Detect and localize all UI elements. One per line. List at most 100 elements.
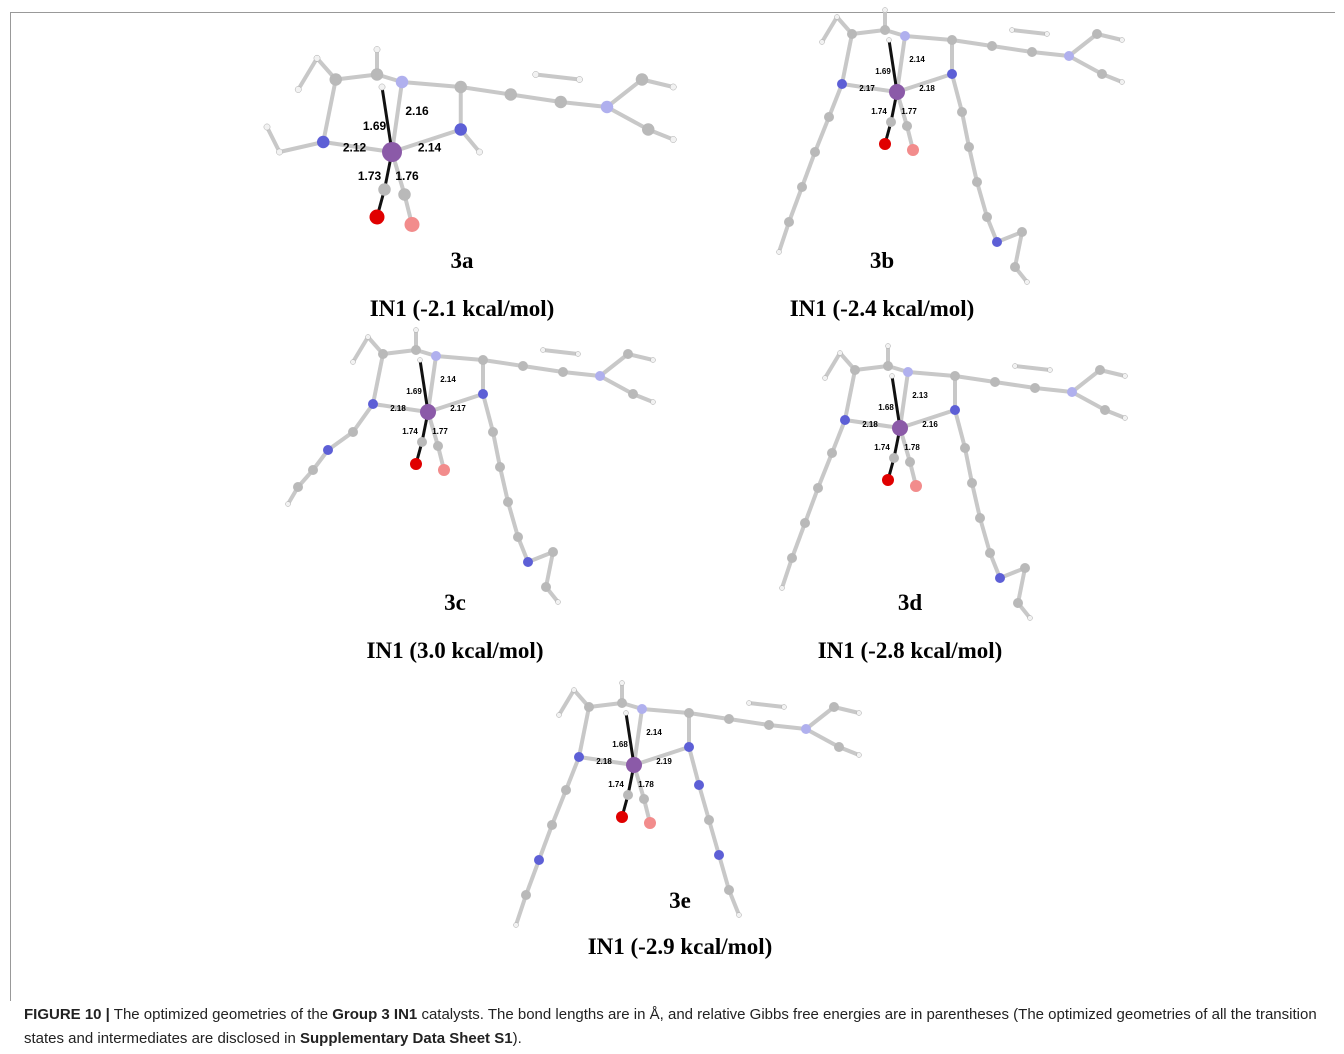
bond: [825, 353, 840, 378]
atom: [764, 720, 774, 730]
atom: [1064, 51, 1074, 61]
atom: [990, 377, 1000, 387]
atom: [623, 349, 633, 359]
bond: [769, 725, 806, 729]
atom: [1048, 368, 1053, 373]
bond-length: 2.13: [912, 391, 928, 400]
atom: [714, 850, 724, 860]
atom: [992, 237, 1002, 247]
atom: [378, 183, 391, 196]
bond: [298, 58, 317, 89]
atom: [900, 31, 910, 41]
atom: [880, 25, 890, 35]
atom: [438, 464, 450, 476]
bond-length: 2.16: [922, 420, 938, 429]
bond: [526, 860, 539, 895]
bond: [1015, 366, 1050, 370]
bond-length: 1.74: [402, 427, 418, 436]
atom: [972, 177, 982, 187]
atom: [838, 351, 843, 356]
bond: [689, 713, 729, 719]
atom: [957, 107, 967, 117]
atom: [368, 399, 378, 409]
atom: [829, 702, 839, 712]
bond: [789, 187, 802, 222]
atom: [780, 586, 785, 591]
bond: [500, 467, 508, 502]
atom: [902, 121, 912, 131]
atom: [547, 820, 557, 830]
atom: [800, 518, 810, 528]
atom: [1010, 28, 1015, 33]
page: {"panels": [ {"label": "3a", "energy": "…: [0, 0, 1344, 1054]
atom: [574, 752, 584, 762]
bond: [600, 354, 628, 376]
bond-length: 2.18: [596, 757, 612, 766]
atom: [617, 698, 627, 708]
atom: [813, 483, 823, 493]
atom: [975, 513, 985, 523]
atom: [886, 117, 896, 127]
atom: [960, 443, 970, 453]
bond-length: 2.14: [440, 375, 456, 384]
atom: [1010, 262, 1020, 272]
bond: [709, 820, 719, 855]
atom: [684, 708, 694, 718]
atom: [1097, 69, 1107, 79]
bond: [900, 372, 908, 428]
atom: [572, 688, 577, 693]
bond: [483, 394, 493, 432]
atom: [903, 367, 913, 377]
bond: [579, 707, 589, 757]
bond: [552, 790, 566, 825]
atom: [595, 371, 605, 381]
caption-label: FIGURE 10 |: [24, 1006, 110, 1023]
atom: [950, 371, 960, 381]
atom: [824, 112, 834, 122]
atom: [576, 352, 581, 357]
atom: [431, 351, 441, 361]
bond: [461, 87, 511, 95]
atom: [308, 465, 318, 475]
atom: [455, 123, 468, 136]
atom: [370, 210, 385, 225]
bond: [561, 102, 607, 107]
atom: [1100, 405, 1110, 415]
bond: [508, 502, 518, 537]
bond: [829, 84, 842, 117]
atom: [378, 349, 388, 359]
bond: [600, 376, 633, 394]
bond-length: 1.74: [874, 443, 890, 452]
atom: [782, 705, 787, 710]
bond: [845, 370, 855, 420]
atom: [514, 923, 519, 928]
atom: [892, 420, 908, 436]
bond-length: 2.17: [450, 404, 466, 413]
atom: [823, 376, 828, 381]
atom: [411, 345, 421, 355]
atom: [857, 711, 862, 716]
atom: [410, 458, 422, 470]
atom: [521, 890, 531, 900]
atom: [847, 29, 857, 39]
atom: [1123, 374, 1128, 379]
atom: [476, 149, 482, 155]
bond: [642, 709, 689, 713]
atom: [639, 794, 649, 804]
bond: [806, 729, 839, 747]
bond: [980, 518, 990, 553]
atom: [314, 55, 320, 61]
caption-bold: Group 3 IN1: [332, 1006, 417, 1023]
bond-length: 1.68: [612, 740, 628, 749]
atom: [947, 69, 957, 79]
bond: [511, 95, 561, 103]
atom: [636, 73, 649, 86]
bond: [280, 142, 324, 152]
atom: [417, 437, 427, 447]
atom: [286, 502, 291, 507]
atom: [405, 217, 420, 232]
bond: [749, 703, 784, 707]
atom: [626, 757, 642, 773]
atom: [513, 532, 523, 542]
atom: [478, 355, 488, 365]
